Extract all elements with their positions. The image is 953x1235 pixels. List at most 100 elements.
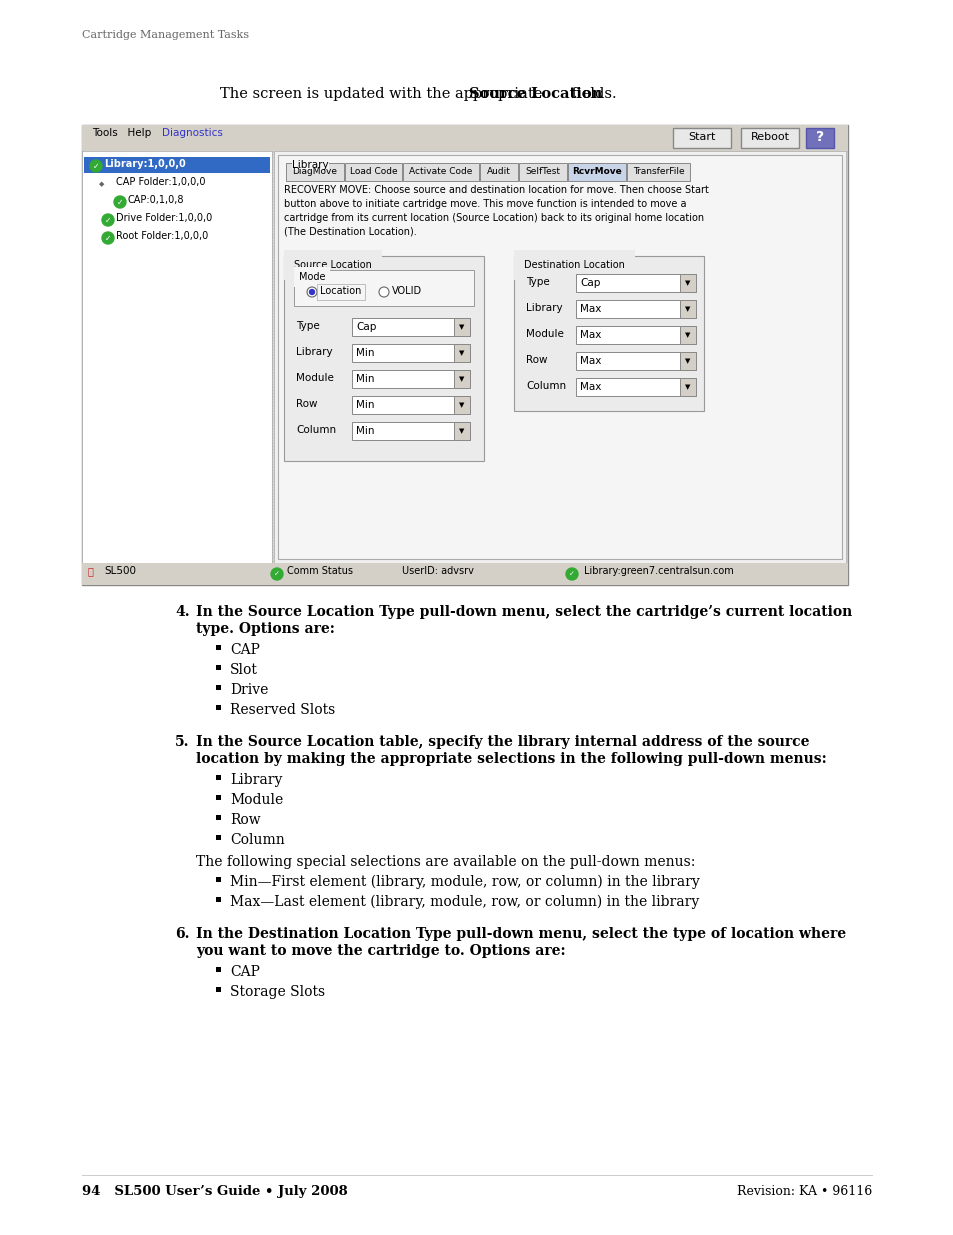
Circle shape [102,232,113,245]
Text: fields.: fields. [566,86,616,101]
Bar [215,897,221,902]
Bar [518,163,566,182]
Text: you want to move the cartridge to. Options are:: you want to move the cartridge to. Optio… [195,944,565,958]
Text: Start: Start [688,132,715,142]
Text: 6.: 6. [174,927,190,941]
Text: ▼: ▼ [684,306,690,312]
Text: Source Location: Source Location [294,261,372,270]
Text: Audit: Audit [487,168,511,177]
Text: Destination Location: Destination Location [523,261,624,270]
Text: Max: Max [579,356,600,366]
Text: UserID: advsrv: UserID: advsrv [401,566,474,576]
Text: Mode: Mode [298,272,325,282]
Bar [454,422,470,440]
Text: CAP Folder:1,0,0,0: CAP Folder:1,0,0,0 [116,177,205,186]
Text: Revision: KA • 96116: Revision: KA • 96116 [736,1186,871,1198]
Text: ▼: ▼ [458,324,464,330]
Text: 4.: 4. [174,605,190,619]
Text: Reboot: Reboot [750,132,789,142]
Text: ✓: ✓ [116,198,123,206]
Bar [316,284,365,300]
Bar [805,128,833,148]
Bar [679,378,696,396]
Bar [479,163,517,182]
Text: Load Code: Load Code [350,168,396,177]
Bar [576,378,696,396]
Text: CAP:0,1,0,8: CAP:0,1,0,8 [128,195,184,205]
Bar [576,274,696,291]
Text: RECOVERY MOVE: Choose source and destination location for move. Then choose Star: RECOVERY MOVE: Choose source and destina… [284,185,708,237]
Bar [294,270,474,306]
Bar [215,776,221,781]
Bar [679,352,696,370]
Bar [215,795,221,800]
Text: Diagnostics: Diagnostics [162,128,223,138]
Text: SL500: SL500 [104,566,136,576]
Text: Max: Max [579,382,600,391]
Bar [679,326,696,345]
Text: ✓: ✓ [105,233,112,242]
Bar [215,705,221,710]
Text: Drive Folder:1,0,0,0: Drive Folder:1,0,0,0 [116,212,212,224]
Bar [215,987,221,992]
Text: In the Destination Location Type pull-down menu, select the type of location whe: In the Destination Location Type pull-do… [195,927,845,941]
Bar [514,256,703,411]
Text: SelfTest: SelfTest [525,168,560,177]
Text: Library:1,0,0,0: Library:1,0,0,0 [104,159,186,169]
Text: Min: Min [355,374,375,384]
Text: Min: Min [355,348,375,358]
Text: Column: Column [295,425,335,435]
Bar [454,396,470,414]
Text: type. Options are:: type. Options are: [195,622,335,636]
Text: Cap: Cap [355,322,376,332]
Text: ⬥: ⬥ [88,566,93,576]
Text: Library: Library [295,347,333,357]
Bar [352,345,470,362]
Text: Module: Module [295,373,334,383]
Bar [352,422,470,440]
Text: Source Location: Source Location [469,86,602,101]
Text: ✓: ✓ [274,571,279,577]
Text: Location: Location [319,287,361,296]
Text: 94   SL500 User’s Guide • July 2008: 94 SL500 User’s Guide • July 2008 [82,1186,348,1198]
Text: Cartridge Management Tasks: Cartridge Management Tasks [82,30,249,40]
Text: In the Source Location table, specify the library internal address of the source: In the Source Location table, specify th… [195,735,809,748]
Text: Storage Slots: Storage Slots [230,986,325,999]
Bar [84,157,270,173]
Bar [286,163,344,182]
Circle shape [102,214,113,226]
Text: Module: Module [230,793,283,806]
Text: RcvrMove: RcvrMove [572,168,621,177]
Text: Activate Code: Activate Code [409,168,472,177]
Bar [576,300,696,317]
Text: location by making the appropriate selections in the following pull-down menus:: location by making the appropriate selec… [195,752,826,766]
Text: CAP: CAP [230,965,259,979]
Bar [626,163,689,182]
Bar [679,274,696,291]
Text: Library:green7.centralsun.com: Library:green7.centralsun.com [583,566,733,576]
Bar [352,370,470,388]
Text: Max—Last element (library, module, row, or column) in the library: Max—Last element (library, module, row, … [230,895,699,909]
Text: ▼: ▼ [684,280,690,287]
Text: In the Source Location Type pull-down menu, select the cartridge’s current locat: In the Source Location Type pull-down me… [195,605,851,619]
Bar [454,345,470,362]
Text: ✓: ✓ [92,162,99,170]
Bar [82,563,847,585]
Bar [215,877,221,882]
Text: Library: Library [525,303,562,312]
Circle shape [113,196,126,207]
Bar [215,967,221,972]
Text: ✓: ✓ [569,571,575,577]
Text: Min—First element (library, module, row, or column) in the library: Min—First element (library, module, row,… [230,876,699,889]
Bar [672,128,730,148]
Text: Module: Module [525,329,563,338]
Text: The screen is updated with the appropriate: The screen is updated with the appropria… [220,86,546,101]
Bar [215,685,221,690]
Text: 5.: 5. [174,735,190,748]
Text: ▼: ▼ [458,403,464,408]
Bar [352,396,470,414]
Bar [215,835,221,840]
Bar [576,326,696,345]
Bar [740,128,799,148]
Text: Column: Column [230,832,284,847]
